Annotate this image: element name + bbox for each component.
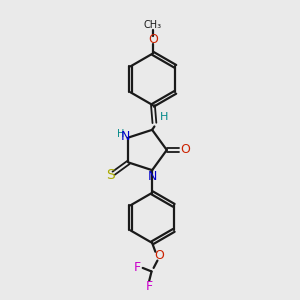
Text: N: N [147,170,157,183]
Text: S: S [106,168,115,182]
Text: H: H [116,129,124,139]
Text: O: O [154,249,164,262]
Text: F: F [146,280,153,293]
Text: H: H [160,112,168,122]
Text: CH₃: CH₃ [144,20,162,30]
Text: N: N [121,130,130,143]
Text: O: O [180,143,190,157]
Text: F: F [134,261,141,274]
Text: O: O [148,33,158,46]
